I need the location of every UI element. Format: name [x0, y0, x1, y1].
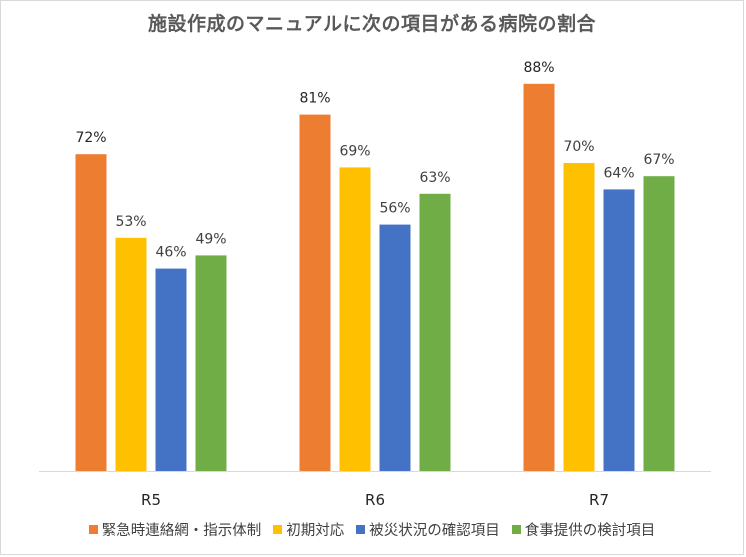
x-tick-label-R5: R5 — [141, 491, 161, 509]
data-label-R7-series-3: 64% — [603, 165, 634, 181]
legend-item-3: 被災状況の確認項目 — [356, 519, 500, 540]
bar-R7-series-1 — [523, 83, 555, 472]
bars-layer — [75, 83, 675, 472]
data-label-R5-series-3: 46% — [155, 245, 186, 261]
data-label-R7-series-4: 67% — [643, 152, 674, 168]
bar-R5-series-2 — [115, 237, 147, 471]
bar-R7-series-3 — [603, 189, 635, 471]
x-tick-label-R7: R7 — [589, 491, 609, 509]
bar-R5-series-3 — [155, 268, 187, 471]
legend: 緊急時連絡網・指示体制 初期対応 被災状況の確認項目 食事提供の検討項目 — [1, 519, 743, 540]
data-label-R5-series-4: 49% — [195, 231, 226, 247]
x-tick-label-R6: R6 — [365, 491, 385, 509]
bar-R6-series-1 — [299, 114, 331, 471]
legend-label-4: 食事提供の検討項目 — [524, 523, 656, 539]
bar-R7-series-4 — [643, 176, 675, 471]
bar-R6-series-3 — [379, 224, 411, 471]
legend-swatch-4 — [511, 525, 521, 534]
data-label-R5-series-1: 72% — [75, 130, 106, 146]
legend-swatch-3 — [356, 525, 366, 534]
data-labels-layer: 72% 53% 46% 49% 81% 69% 56% 63% 88% 70% 64% 67% — [75, 60, 674, 261]
bar-R5-series-1 — [75, 154, 107, 471]
data-label-R6-series-4: 63% — [419, 170, 450, 186]
data-label-R5-series-2: 53% — [115, 214, 146, 230]
data-label-R7-series-1: 88% — [523, 60, 554, 76]
data-label-R6-series-2: 69% — [339, 143, 370, 159]
legend-item-4: 食事提供の検討項目 — [511, 519, 656, 540]
legend-swatch-1 — [88, 525, 98, 534]
data-label-R7-series-2: 70% — [563, 139, 594, 155]
legend-item-1: 緊急時連絡網・指示体制 — [88, 519, 262, 540]
legend-label-1: 緊急時連絡網・指示体制 — [101, 523, 262, 539]
legend-swatch-2 — [273, 525, 283, 534]
bar-R6-series-2 — [339, 167, 371, 471]
bar-R6-series-4 — [419, 193, 451, 472]
data-label-R6-series-3: 56% — [379, 201, 410, 217]
legend-item-2: 初期対応 — [273, 519, 344, 540]
bar-R7-series-2 — [563, 163, 595, 471]
x-tick-labels-layer: R5 R6 R7 — [141, 491, 609, 509]
bar-R5-series-4 — [195, 255, 227, 471]
data-label-R6-series-1: 81% — [299, 91, 330, 107]
legend-label-3: 被災状況の確認項目 — [369, 523, 500, 539]
legend-label-2: 初期対応 — [286, 523, 345, 539]
chart-title: 施設作成のマニュアルに次の項目がある病院の割合 — [148, 13, 596, 35]
